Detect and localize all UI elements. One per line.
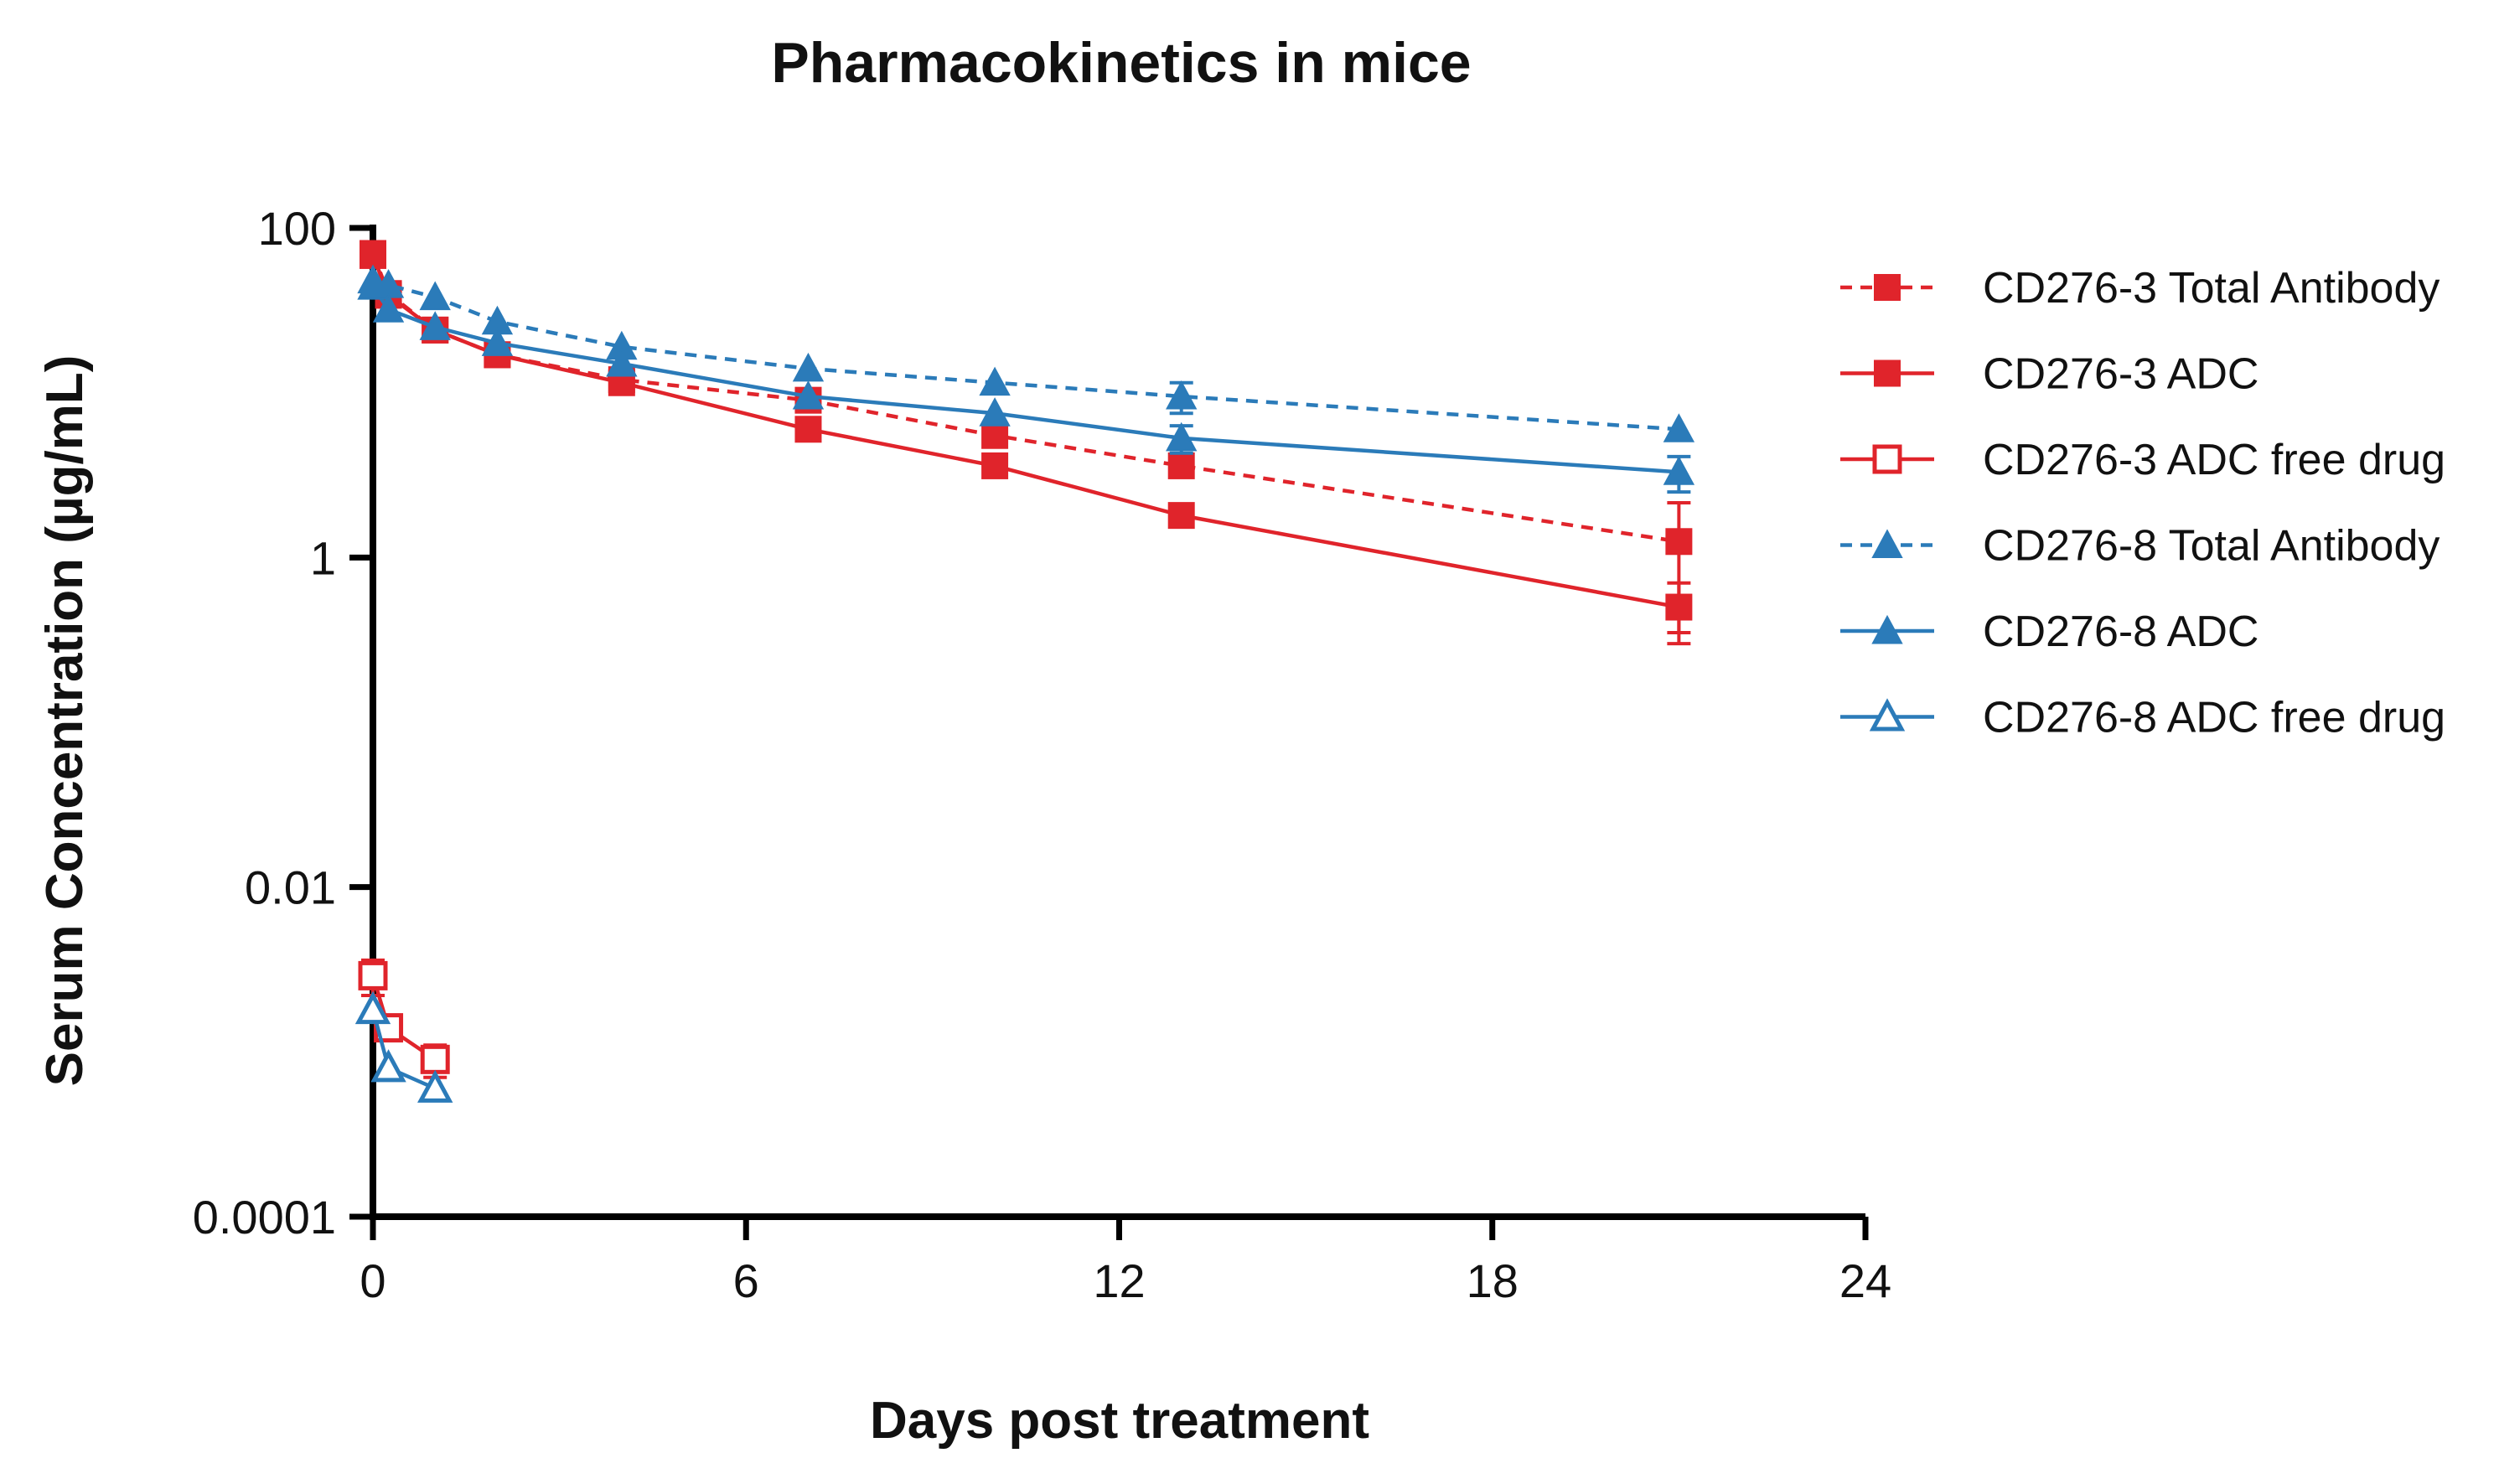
legend-marker <box>1872 444 1902 474</box>
x-tick-label: 6 <box>733 1254 759 1307</box>
data-point <box>417 1069 453 1103</box>
x-tick-label: 18 <box>1467 1254 1519 1307</box>
y-tick-label: 0.01 <box>245 861 336 914</box>
series-line <box>371 285 1679 474</box>
legend-item: CD276-8 Total Antibody <box>1840 522 2440 571</box>
data-point <box>1167 452 1195 479</box>
legend-item: CD276-8 ADC free drug <box>1840 694 2445 742</box>
data-point <box>481 327 514 356</box>
data-point <box>360 241 386 269</box>
legend-item: CD276-3 ADC free drug <box>1840 436 2445 484</box>
x-axis-label: Days post treatment <box>870 1392 1369 1450</box>
legend-item: CD276-8 ADC <box>1840 608 2258 656</box>
legend-label: CD276-8 Total Antibody <box>1983 522 2440 571</box>
data-point <box>794 416 822 443</box>
data-point <box>1166 421 1198 452</box>
series-layer <box>354 240 1695 1103</box>
data-point <box>1663 413 1695 442</box>
x-tick-label: 12 <box>1093 1254 1145 1307</box>
data-point <box>372 293 405 323</box>
data-point <box>357 271 389 300</box>
data-point <box>792 352 825 382</box>
ticks: 0 6 12 18 24 0.0001 0.01 1 100 <box>193 202 1891 1307</box>
legend-label: CD276-3 Total Antibody <box>1983 264 2440 313</box>
legend-marker <box>1871 614 1903 644</box>
data-point <box>979 366 1011 396</box>
legend-item: CD276-3 Total Antibody <box>1840 264 2440 313</box>
series-1 <box>360 241 1693 646</box>
data-point <box>354 990 391 1025</box>
series-4 <box>357 271 1695 494</box>
data-point <box>420 1044 450 1074</box>
series-line <box>370 255 1679 609</box>
legend-marker <box>1874 359 1901 387</box>
chart-title: Pharmacokinetics in mice <box>771 31 1471 95</box>
data-point <box>606 347 638 377</box>
x-tick-label: 0 <box>360 1254 385 1307</box>
data-point <box>358 960 388 990</box>
data-point <box>981 452 1009 479</box>
data-point <box>419 311 451 340</box>
y-tick-label: 1 <box>310 531 336 584</box>
legend-marker <box>1874 274 1901 301</box>
data-point <box>370 1049 406 1083</box>
data-point <box>419 281 451 311</box>
data-point <box>1167 502 1195 530</box>
y-tick-label: 100 <box>258 202 336 255</box>
legend-label: CD276-3 ADC free drug <box>1983 436 2445 484</box>
y-axis-label: Serum Concentration (µg/mL) <box>36 355 94 1087</box>
series-line <box>370 252 1679 544</box>
data-point <box>1166 380 1198 410</box>
legend-marker <box>1871 529 1903 558</box>
data-point <box>979 397 1011 427</box>
data-point <box>981 421 1009 449</box>
legend: CD276-3 Total Antibody CD276-3 ADC CD276-3… <box>1840 264 2445 742</box>
legend-label: CD276-8 ADC <box>1983 608 2258 656</box>
legend-marker <box>1869 698 1906 732</box>
data-point <box>1663 456 1695 485</box>
data-point <box>1665 528 1693 556</box>
legend-item: CD276-3 ADC <box>1840 350 2258 399</box>
y-tick-label: 0.0001 <box>193 1191 336 1244</box>
x-tick-label: 24 <box>1839 1254 1891 1307</box>
legend-label: CD276-8 ADC free drug <box>1983 694 2445 742</box>
series-5 <box>354 990 453 1103</box>
data-point <box>1665 593 1693 621</box>
legend-label: CD276-3 ADC <box>1983 350 2258 399</box>
data-point <box>792 380 825 410</box>
